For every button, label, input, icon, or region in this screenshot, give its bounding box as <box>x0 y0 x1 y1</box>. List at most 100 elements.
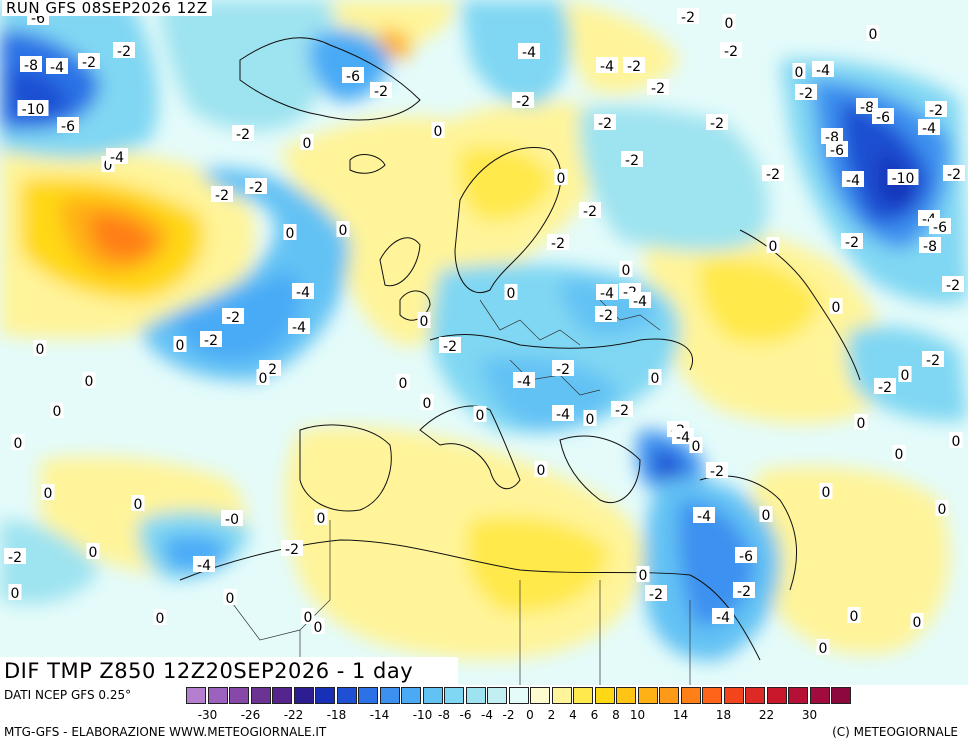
legend-tick: 10 <box>629 708 646 722</box>
legend-tick: 2 <box>547 708 556 722</box>
legend-swatch <box>659 687 679 704</box>
svg-text:0: 0 <box>586 412 595 428</box>
legend-swatch <box>293 687 314 704</box>
contour-label: -2 <box>621 151 643 169</box>
svg-text:-2: -2 <box>627 59 641 75</box>
contour-label: -2 <box>943 165 965 183</box>
svg-text:-2: -2 <box>598 116 612 132</box>
contour-label: -2 <box>4 548 26 566</box>
legend-swatch <box>465 687 486 704</box>
legend-tick: -4 <box>481 708 493 722</box>
svg-text:-2: -2 <box>946 278 960 294</box>
svg-text:-4: -4 <box>846 173 860 189</box>
contour-label: 0 <box>854 414 868 432</box>
contour-label: -4 <box>672 428 694 446</box>
temperature-difference-map: -8 -4 -2-2-10-6-60-4-6-2-200-4-2-4 -2-2-2 0-… <box>0 0 968 685</box>
legend-tick: -6 <box>459 708 472 722</box>
contour-label: 0 <box>314 509 328 527</box>
svg-text:0: 0 <box>89 545 98 561</box>
contour-label: 0 <box>8 584 22 602</box>
svg-text:0: 0 <box>819 641 828 657</box>
svg-text:0: 0 <box>938 502 947 518</box>
legend-tick: -14 <box>369 708 390 722</box>
contour-label: -4 <box>513 372 535 390</box>
contour-label: -8 <box>919 237 941 255</box>
legend-tick: 14 <box>672 708 689 722</box>
svg-text:-0: -0 <box>225 512 239 528</box>
svg-text:-2: -2 <box>599 308 613 324</box>
svg-text:-2: -2 <box>929 103 943 119</box>
svg-text:0: 0 <box>692 439 701 455</box>
svg-text:-2: -2 <box>799 86 813 102</box>
legend-swatch <box>745 687 765 704</box>
legend-tick: 0 <box>526 708 534 722</box>
legend-swatch <box>444 687 464 704</box>
contour-label: -4 <box>552 405 574 423</box>
svg-text:-2: -2 <box>583 204 597 220</box>
map-area: -8 -4 -2 -2 -10 -6 -6 0 -4 -6 -2 -2 0 0 -4 -2 -4 -2 -2 -2 0-… <box>0 0 968 685</box>
legend-swatch <box>207 687 228 704</box>
legend-swatch <box>616 687 636 704</box>
contour-label: 0 <box>689 437 703 455</box>
legend-tick: -10 <box>412 708 433 722</box>
contour-label: -10 <box>17 100 49 118</box>
svg-text:-8: -8 <box>24 58 38 74</box>
contour-label: -2 <box>733 582 755 600</box>
contour-label: 0 <box>910 613 924 631</box>
legend-swatch <box>702 687 722 704</box>
svg-text:-2: -2 <box>285 542 299 558</box>
legend-tick: -22 <box>283 708 304 722</box>
contour-label: 0 <box>131 495 145 513</box>
svg-text:-4: -4 <box>716 610 730 626</box>
svg-text:0: 0 <box>822 485 831 501</box>
legend-swatch <box>272 687 292 704</box>
contour-label: -4 <box>842 171 864 189</box>
svg-text:-2: -2 <box>516 94 530 110</box>
svg-text:0: 0 <box>14 436 23 452</box>
contour-label: 0 <box>792 63 806 81</box>
contour-label: -4 <box>596 284 618 302</box>
svg-text:0: 0 <box>857 416 866 432</box>
svg-text:0: 0 <box>399 376 408 392</box>
contour-label: -2 <box>370 82 392 100</box>
contour-label: -2 <box>925 101 947 119</box>
legend-swatch <box>831 687 851 704</box>
contour-label: -2 <box>645 585 667 603</box>
svg-text:-4: -4 <box>600 286 614 302</box>
svg-text:0: 0 <box>134 497 143 513</box>
contour-label: -2 <box>647 79 669 97</box>
contour-label: -4 <box>288 318 310 336</box>
svg-text:0: 0 <box>901 368 910 384</box>
svg-text:-2: -2 <box>845 235 859 251</box>
contour-label: -2 <box>594 114 616 132</box>
legend-swatch <box>551 687 572 704</box>
svg-text:-10: -10 <box>22 102 45 118</box>
contour-label: -2 <box>512 92 534 110</box>
contour-label: 0 <box>847 607 861 625</box>
svg-text:0: 0 <box>895 447 904 463</box>
svg-text:0: 0 <box>339 223 348 239</box>
legend-swatch <box>723 687 744 704</box>
contour-label: -4 <box>812 61 834 79</box>
svg-text:-10: -10 <box>892 171 915 187</box>
contour-label: -4 <box>292 283 314 301</box>
legend-swatch <box>508 687 529 704</box>
contour-label: -4 <box>193 556 215 574</box>
contour-label: 0 <box>173 336 187 354</box>
contour-label: 0 <box>33 340 47 358</box>
svg-text:0: 0 <box>44 486 53 502</box>
contour-label: 0 <box>504 284 518 302</box>
svg-text:-2: -2 <box>82 55 96 71</box>
run-label: RUN GFS 08SEP2026 12Z <box>2 0 212 16</box>
contour-label: -2 <box>922 351 944 369</box>
contour-label: -2 <box>720 42 742 60</box>
legend-swatch <box>250 687 271 704</box>
svg-text:-2: -2 <box>204 333 218 349</box>
legend-swatch <box>573 687 593 704</box>
legend-swatch <box>186 687 206 704</box>
legend-tick: 30 <box>801 708 818 722</box>
contour-label: -2 <box>245 178 267 196</box>
contour-label: 0 <box>431 122 445 140</box>
contour-label: -2 <box>595 306 617 324</box>
contour-label: -4 <box>918 119 940 137</box>
